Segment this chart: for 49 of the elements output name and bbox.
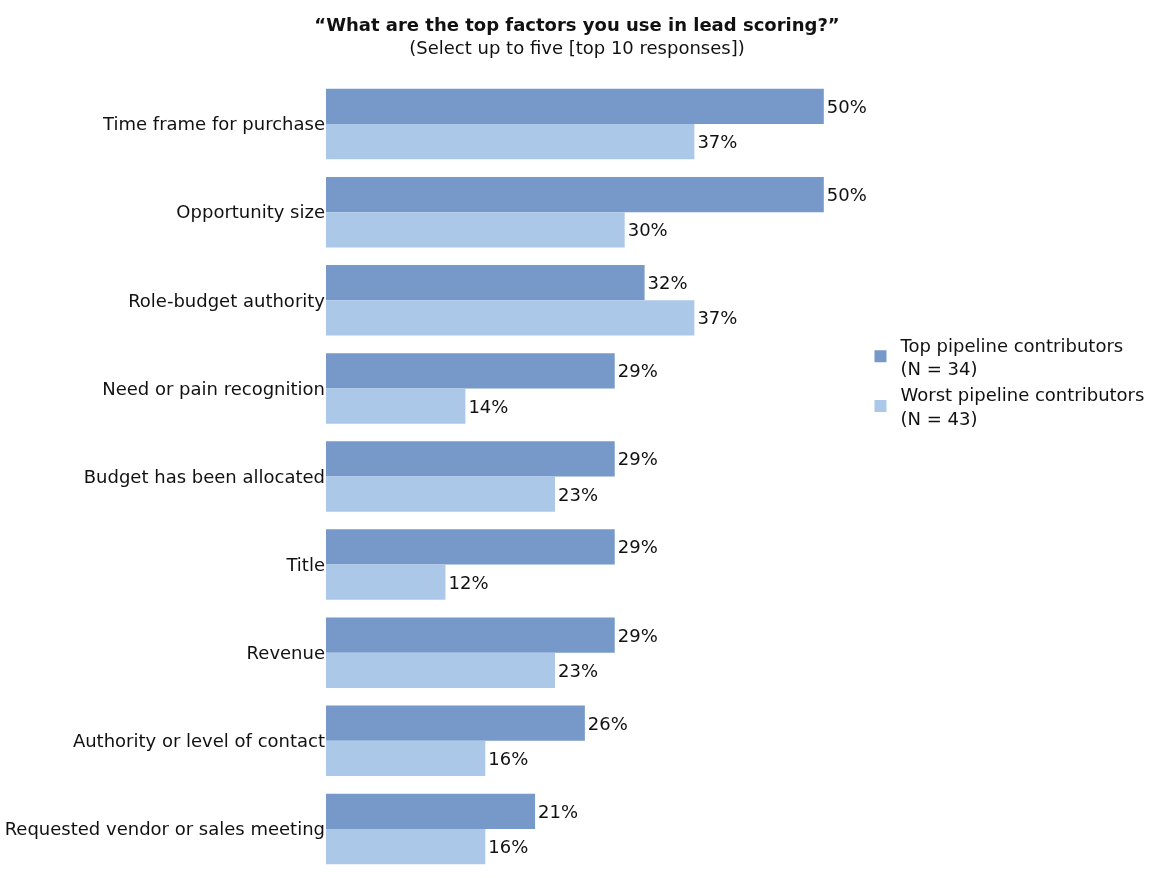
bar — [326, 88, 824, 125]
bar — [326, 705, 585, 741]
data-label: 29% — [617, 448, 658, 470]
bar — [326, 265, 645, 301]
bar — [326, 353, 615, 389]
bar — [326, 441, 615, 477]
data-label: 23% — [557, 483, 599, 505]
bar — [326, 212, 625, 248]
y-tick-label: Authority or level of contact — [72, 730, 325, 752]
bar — [326, 388, 466, 424]
bar — [326, 793, 536, 829]
chart-title: “What are the top factors you use in lead scoring?” — [314, 13, 840, 35]
bar — [326, 617, 615, 653]
data-label: 12% — [448, 571, 489, 593]
bar — [326, 529, 615, 565]
bar — [326, 300, 695, 336]
y-tick-label: Requested vendor or sales meeting — [4, 818, 325, 840]
data-label: 50% — [826, 95, 867, 117]
data-label: 21% — [538, 800, 579, 822]
data-label: 29% — [617, 536, 658, 558]
data-label: 16% — [488, 747, 529, 769]
data-label: 29% — [617, 360, 658, 382]
data-label: 29% — [617, 624, 658, 646]
y-tick-label: Title — [285, 553, 325, 575]
bar — [326, 564, 446, 600]
legend-label: Worst pipeline contributors (N = 43) — [900, 384, 1145, 429]
bar — [326, 652, 555, 688]
data-label: 30% — [627, 219, 668, 241]
y-tick-label: Time frame for purchase — [102, 113, 325, 135]
data-label: 26% — [587, 712, 628, 734]
y-tick-label: Need or pain recognition — [102, 377, 325, 399]
y-tick-label: Revenue — [246, 642, 325, 664]
legend-label: Top pipeline contributors (N = 34) — [899, 334, 1124, 379]
data-label: 50% — [826, 184, 867, 206]
data-label: 23% — [557, 659, 599, 681]
y-tick-label: Role-budget authority — [128, 289, 326, 311]
y-tick-label: Opportunity size — [176, 201, 325, 223]
y-tick-label: Budget has been allocated — [83, 465, 325, 487]
bar — [326, 828, 486, 865]
data-label: 37% — [697, 131, 738, 153]
bar — [326, 476, 555, 512]
data-label: 16% — [488, 836, 529, 858]
bar — [326, 176, 824, 213]
data-label: 14% — [468, 395, 509, 417]
data-label: 32% — [647, 272, 688, 294]
chart-subtitle: (Select up to five [top 10 responses]) — [409, 37, 745, 59]
bar — [326, 124, 695, 160]
data-label: 37% — [697, 307, 738, 329]
bar — [326, 740, 486, 777]
